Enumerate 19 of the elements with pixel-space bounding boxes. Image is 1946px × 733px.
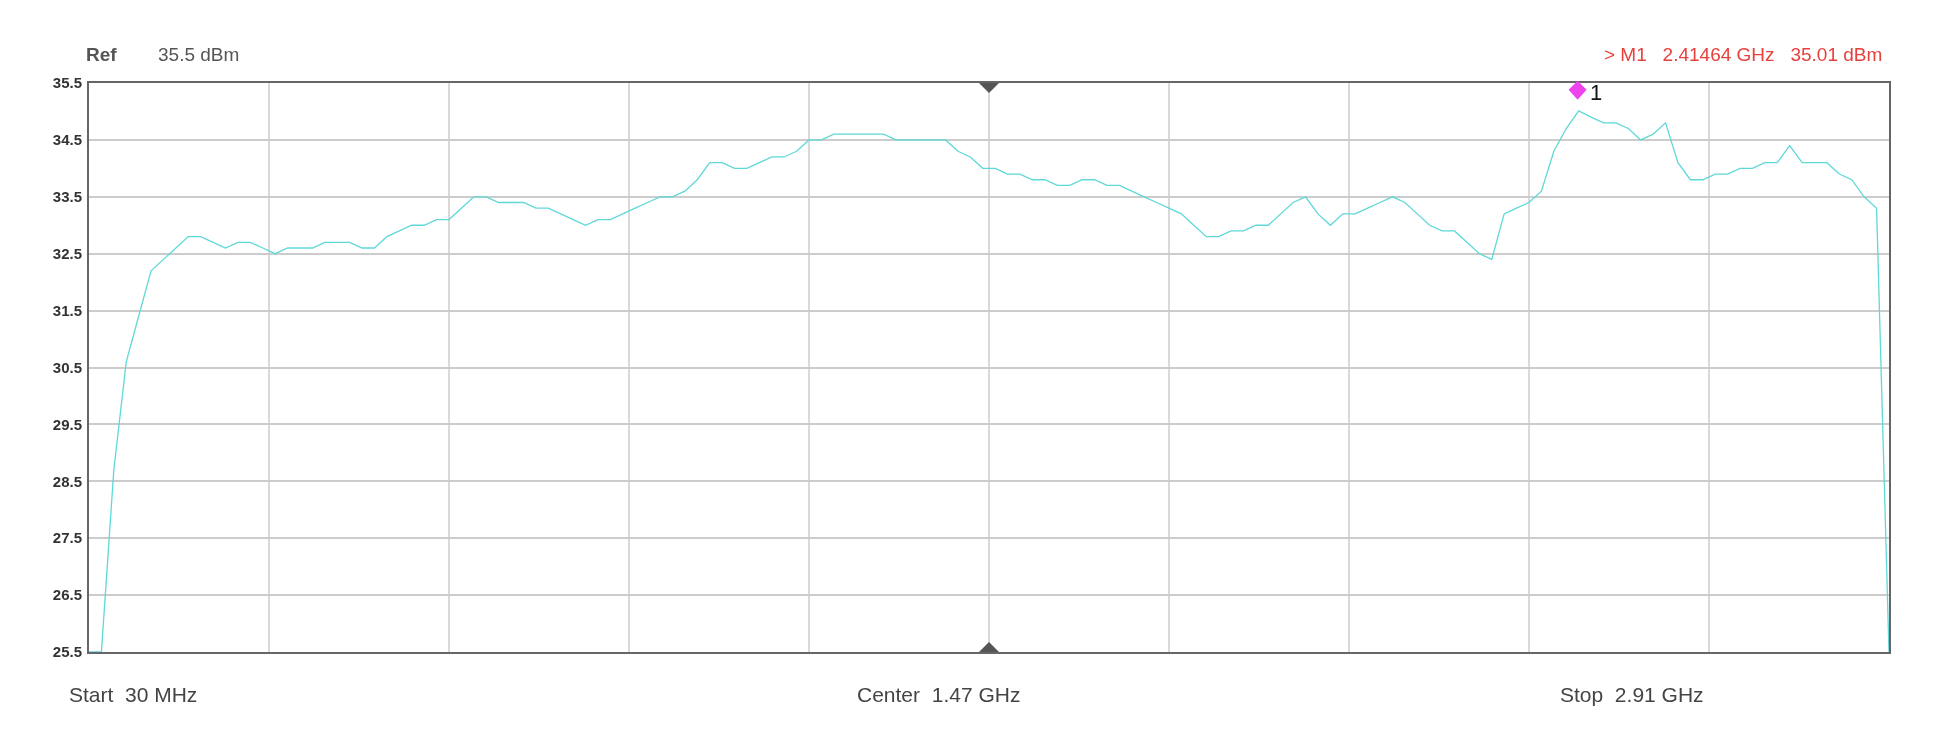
line-series	[89, 110, 1889, 652]
y-tick-label: 26.5	[52, 586, 82, 604]
text: > M1 2.41464 GHz 35.01 dBm	[1604, 44, 1883, 65]
y-tick-label: 29.5	[52, 415, 82, 433]
y-tick-label: 31.5	[52, 301, 82, 319]
annotation: 1	[1590, 80, 1603, 105]
text: Ref	[86, 44, 118, 65]
y-tick-label: 28.5	[52, 472, 82, 490]
y-tick-label: 30.5	[52, 358, 82, 376]
y-tick-label: 27.5	[52, 529, 82, 547]
y-tick-label: 25.5	[52, 643, 82, 661]
y-tick-label: 32.5	[52, 244, 82, 262]
text: 35.5 dBm	[158, 44, 240, 65]
y-tick-label: 35.5	[52, 74, 82, 92]
text: Start 30 MHz	[69, 683, 198, 706]
y-tick-label: 33.5	[52, 188, 82, 206]
text: Stop 2.91 GHz	[1560, 683, 1704, 706]
y-tick-label: 34.5	[52, 131, 82, 149]
text: Center 1.47 GHz	[857, 683, 1021, 706]
